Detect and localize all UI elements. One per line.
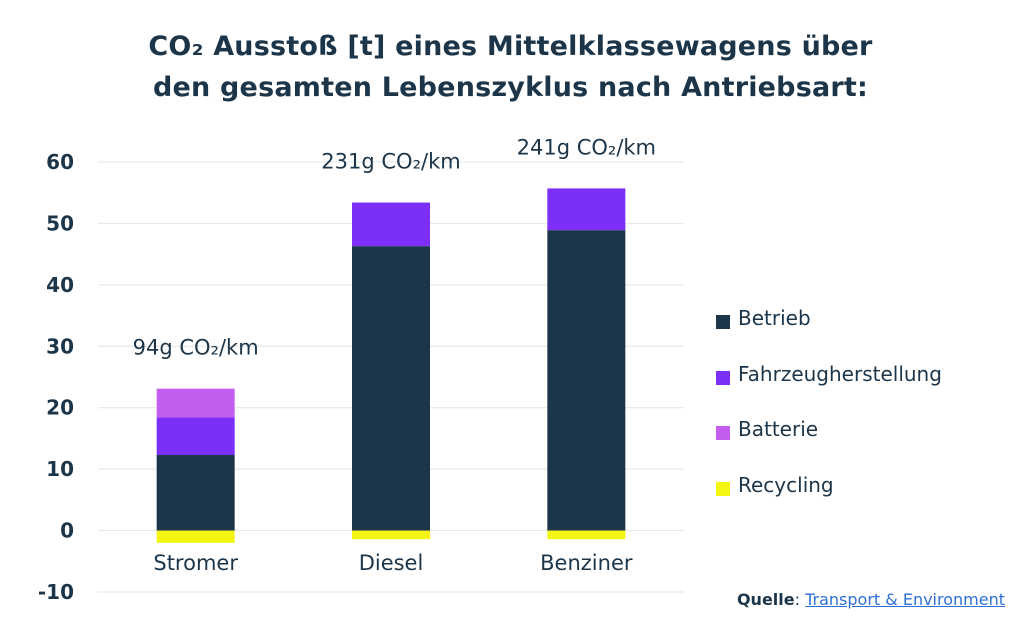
legend-label-betrieb: Betrieb <box>738 306 811 330</box>
legend-label-recycling: Recycling <box>738 472 834 497</box>
y-tick-label-30: 30 <box>46 334 74 358</box>
legend-swatch-betrieb <box>716 315 730 329</box>
legend-item-recycling: Recycling <box>716 473 942 529</box>
bar-segment-stromer-betrieb <box>156 455 235 531</box>
bar-segment-benziner-betrieb <box>547 230 626 531</box>
x-axis-ticks: Stromer Diesel Benziner <box>153 551 633 575</box>
y-tick-label-20: 20 <box>46 396 74 420</box>
bar-segment-stromer-batterie <box>156 388 235 418</box>
y-tick-label-minus-10: -10 <box>38 580 74 604</box>
source-separator: : <box>794 590 806 609</box>
source-note: Quelle: Transport & Environment <box>737 590 1005 609</box>
legend-swatch-fahrzeugherstellung <box>716 370 730 385</box>
bar-segment-benziner-fahrzeugherstellung <box>547 188 626 231</box>
legend-swatch-batterie <box>716 426 730 440</box>
chart-title-line-2: den gesamten Lebenszyklus nach Antriebsa… <box>152 72 869 103</box>
y-tick-label-50: 50 <box>46 211 74 235</box>
data-label-diesel: 231g CO₂/km <box>321 150 460 174</box>
legend-item-fahrzeugherstellung: Fahrzeugherstellung <box>716 362 942 418</box>
y-axis-ticks: 60 50 40 30 20 10 0 -10 <box>38 150 74 604</box>
data-label-benziner: 241g CO₂/km <box>517 135 656 159</box>
data-label-stromer: 94g CO₂/km <box>133 336 259 360</box>
bar-segment-stromer-recycling <box>156 530 235 543</box>
legend-label-fahrzeugherstellung: Fahrzeugherstellung <box>738 361 942 386</box>
chart-title: CO₂ Ausstoß [t] eines Mittelklassewagens… <box>0 26 1021 108</box>
y-tick-label-10: 10 <box>46 457 74 481</box>
legend-item-batterie: Batterie <box>716 417 942 473</box>
bar-segment-diesel-betrieb <box>352 246 430 531</box>
legend-item-betrieb: Betrieb <box>716 306 942 362</box>
bar-segment-diesel-fahrzeugherstellung <box>352 202 430 247</box>
bars <box>156 188 626 543</box>
y-tick-label-60: 60 <box>46 150 74 174</box>
x-tick-label-stromer: Stromer <box>153 551 238 575</box>
legend: Betrieb Fahrzeugherstellung Batterie Rec… <box>716 306 942 528</box>
x-tick-label-benziner: Benziner <box>540 551 633 575</box>
legend-swatch-recycling <box>716 481 730 496</box>
bar-segment-benziner-recycling <box>547 530 626 540</box>
chart-title-line-1: CO₂ Ausstoß [t] eines Mittelklassewagens… <box>148 31 873 62</box>
legend-label-batterie: Batterie <box>738 417 819 441</box>
y-tick-label-0: 0 <box>60 519 74 543</box>
source-label: Quelle <box>736 590 795 609</box>
y-tick-label-40: 40 <box>46 273 74 297</box>
bar-data-labels: 94g CO₂/km 231g CO₂/km 241g CO₂/km <box>133 135 656 359</box>
x-tick-label-diesel: Diesel <box>359 551 424 575</box>
bar-segment-diesel-recycling <box>352 530 430 540</box>
bar-segment-stromer-fahrzeugherstellung <box>156 417 235 456</box>
source-link[interactable]: Transport & Environment <box>805 590 1005 609</box>
